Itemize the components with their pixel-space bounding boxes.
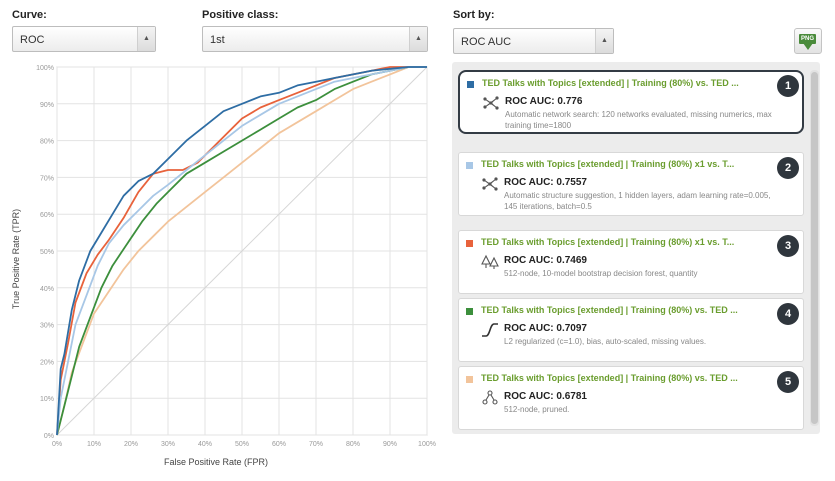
roc-curve [56, 66, 427, 436]
model-title[interactable]: TED Talks with Topics [extended] | Train… [481, 159, 735, 169]
model-description: Automatic network search: 120 networks e… [505, 110, 772, 130]
export-png-button[interactable]: PNG [794, 28, 822, 54]
model-title[interactable]: TED Talks with Topics [extended] | Train… [482, 78, 739, 88]
y-tick-label: 60% [40, 212, 54, 219]
model-description: Automatic structure suggestion, 1 hidden… [504, 191, 771, 211]
series-color-swatch [466, 308, 473, 315]
tree-icon [481, 390, 499, 406]
model-auc: ROC AUC: 0.7557 [504, 177, 587, 188]
x-axis-label: False Positive Rate (FPR) [164, 457, 268, 467]
y-tick-label: 70% [40, 175, 54, 182]
y-tick-label: 20% [40, 359, 54, 366]
y-tick-label: 40% [40, 286, 54, 293]
x-tick-label: 90% [383, 441, 397, 448]
network-icon [481, 176, 499, 192]
logistic-icon [481, 322, 499, 338]
positive-class-label: Positive class: [202, 9, 279, 21]
download-arrow-icon [803, 43, 813, 50]
rank-badge: 5 [777, 371, 799, 393]
rank-badge: 1 [777, 75, 799, 97]
model-description: L2 regularized (c=1.0), bias, auto-scale… [504, 337, 707, 346]
x-tick-label: 0% [52, 441, 62, 448]
y-tick-label: 90% [40, 102, 54, 109]
model-title[interactable]: TED Talks with Topics [extended] | Train… [481, 305, 738, 315]
rank-badge: 3 [777, 235, 799, 257]
model-card[interactable]: TED Talks with Topics [extended] | Train… [458, 152, 804, 216]
roc-curve [56, 66, 427, 436]
rank-badge: 2 [777, 157, 799, 179]
png-icon: PNG [799, 34, 816, 44]
roc-chart: 0%0% 10% 10% 20% 20% 30% 30% 40% 40% 50% 50% 60% 60%… [11, 65, 436, 467]
x-tick-label: 30% [161, 441, 175, 448]
curve-select[interactable]: ROC ▲ [12, 26, 156, 52]
roc-curve [56, 66, 427, 436]
model-description: 512-node, pruned. [504, 405, 570, 414]
model-auc: ROC AUC: 0.7097 [504, 323, 587, 334]
model-description: 512-node, 10-model bootstrap decision fo… [504, 269, 698, 278]
x-tick-label: 100% [418, 441, 436, 448]
positive-class-select[interactable]: 1st ▲ [202, 26, 428, 52]
y-tick-label: 10% [40, 396, 54, 403]
x-tick-label: 20% [124, 441, 138, 448]
model-auc: ROC AUC: 0.6781 [504, 391, 587, 402]
network-icon [482, 95, 500, 111]
x-tick-label: 10% [87, 441, 101, 448]
model-auc: ROC AUC: 0.776 [505, 96, 583, 107]
y-tick-label: 80% [40, 139, 54, 146]
sort-by-select-value: ROC AUC [461, 36, 512, 48]
x-tick-label: 40% [198, 441, 212, 448]
y-tick-label: 0% [44, 433, 54, 440]
chevron-down-icon: ▲ [409, 27, 427, 51]
x-tick-label: 50% [235, 441, 249, 448]
roc-curve [56, 66, 427, 436]
chevron-down-icon: ▲ [137, 27, 155, 51]
curve-select-value: ROC [20, 34, 45, 46]
chance-diagonal [56, 66, 428, 436]
series-color-swatch [466, 162, 473, 169]
scrollbar-thumb[interactable] [811, 72, 818, 424]
y-tick-label: 100% [36, 65, 54, 72]
model-card[interactable]: TED Talks with Topics [extended] | Train… [458, 70, 804, 134]
series-color-swatch [466, 376, 473, 383]
model-title[interactable]: TED Talks with Topics [extended] | Train… [481, 373, 738, 383]
rank-badge: 4 [777, 303, 799, 325]
positive-class-select-value: 1st [210, 34, 225, 46]
forest-icon [481, 254, 499, 270]
model-list-scrollbar[interactable] [810, 70, 819, 426]
series-color-swatch [466, 240, 473, 247]
sort-by-label: Sort by: [453, 9, 495, 21]
series-color-swatch [467, 81, 474, 88]
y-axis-label: True Positive Rate (TPR) [11, 209, 21, 309]
curve-label: Curve: [12, 9, 47, 21]
model-card[interactable]: TED Talks with Topics [extended] | Train… [458, 230, 804, 294]
x-tick-label: 80% [346, 441, 360, 448]
model-title[interactable]: TED Talks with Topics [extended] | Train… [481, 237, 735, 247]
y-tick-label: 50% [40, 249, 54, 256]
model-card[interactable]: TED Talks with Topics [extended] | Train… [458, 366, 804, 430]
model-auc: ROC AUC: 0.7469 [504, 255, 587, 266]
sort-by-select[interactable]: ROC AUC ▲ [453, 28, 614, 54]
x-tick-label: 70% [309, 441, 323, 448]
y-tick-label: 30% [40, 323, 54, 330]
model-card[interactable]: TED Talks with Topics [extended] | Train… [458, 298, 804, 362]
x-tick-label: 60% [272, 441, 286, 448]
chevron-down-icon: ▲ [595, 29, 613, 53]
